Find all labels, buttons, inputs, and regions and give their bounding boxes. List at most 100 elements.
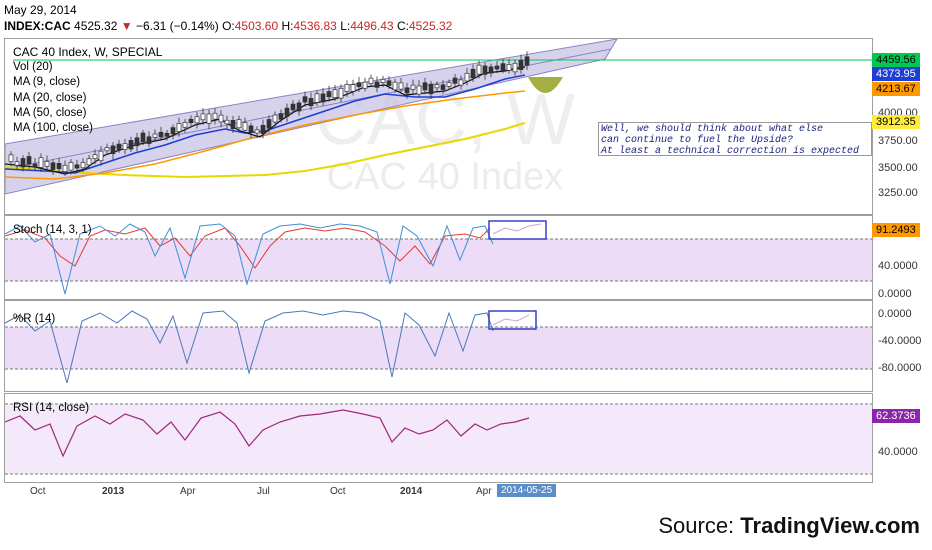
candle-body (434, 84, 440, 89)
candle-body (98, 150, 104, 162)
candle-body (440, 84, 446, 90)
candle-body (164, 132, 170, 137)
candle-body (494, 65, 500, 70)
candle-body (308, 98, 314, 107)
time-tick: Jul (257, 486, 270, 497)
candle-body (110, 145, 116, 155)
candle-body (56, 163, 62, 170)
candle-body (182, 122, 188, 128)
low-value: 4496.43 (350, 19, 394, 33)
open-value: 4503.60 (234, 19, 279, 33)
time-tick: 2014 (400, 486, 423, 497)
candle-body (458, 79, 464, 86)
candle-body (248, 125, 254, 133)
price-change: −6.31 (−0.14%) (135, 19, 219, 33)
candle-body (410, 84, 416, 90)
candle-body (134, 137, 140, 147)
stoch-band (5, 239, 872, 281)
candle-body (464, 72, 470, 82)
scale-label: 3250.00 (878, 187, 918, 199)
candle-body (524, 56, 530, 66)
pane-title[interactable]: CAC 40 Index, W, SPECIAL (13, 45, 163, 59)
quote-line: INDEX:CAC 4525.32 ▼ −6.31 (−0.14%) O:450… (4, 19, 452, 33)
legend-ma100[interactable]: MA (100, close) (13, 122, 93, 135)
candle-body (200, 113, 206, 121)
candle-body (44, 160, 50, 167)
open-label: O: (222, 19, 235, 33)
stoch-scale[interactable]: 40.0000 0.0000 (872, 215, 928, 300)
source-brand[interactable]: TradingView.com (740, 513, 920, 538)
stoch-pane[interactable]: Stoch (14, 3, 1) (4, 215, 873, 300)
note-line: Well, we should think about what else (601, 124, 824, 135)
candle-body (140, 132, 146, 143)
projection-arc (528, 77, 563, 93)
candle-body (260, 124, 266, 134)
candle-body (314, 93, 320, 103)
candle-body (290, 103, 296, 111)
candle-body (302, 96, 308, 103)
candle-body (194, 116, 200, 124)
candle-body (470, 68, 476, 79)
stoch-projection (492, 223, 542, 235)
candle-body (254, 129, 260, 134)
candle-body (20, 158, 26, 168)
price-legend: CAC 40 Index, W, SPECIAL Vol (20) MA (9,… (13, 45, 162, 136)
tag-last-close: 4459.56 (872, 53, 920, 67)
candle-body (62, 164, 68, 172)
legend-ma50[interactable]: MA (50, close) (13, 106, 87, 119)
candle-body (218, 114, 224, 123)
wr-scale[interactable]: 0.0000 -40.0000 -80.0000 (872, 300, 928, 390)
candle-body (86, 158, 92, 166)
legend-ma20[interactable]: MA (20, close) (13, 91, 87, 104)
candle-body (146, 136, 152, 144)
wr-pane[interactable]: %R (14) (4, 300, 873, 392)
legend-vol[interactable]: Vol (20) (13, 61, 53, 74)
wr-line (5, 310, 494, 384)
stoch-d-line (5, 227, 491, 269)
candle-body (236, 119, 242, 129)
candle-body (272, 114, 278, 123)
scale-label: -80.0000 (878, 362, 922, 374)
wr-highlight-box[interactable] (488, 310, 537, 330)
candle-body (26, 156, 32, 165)
candle-body (404, 87, 410, 94)
ma100-line (5, 122, 526, 179)
symbol[interactable]: INDEX:CAC (4, 19, 71, 33)
candle-body (68, 162, 74, 171)
candle-body (38, 157, 44, 168)
rsi-title[interactable]: RSI (14, close) (13, 402, 90, 414)
candle-body (512, 62, 518, 73)
price-chart: CAC, W CAC 40 Index (5, 39, 872, 198)
candle-body (482, 65, 488, 75)
candle-body (386, 80, 392, 86)
candle-body (176, 123, 182, 132)
rsi-line (5, 409, 530, 458)
rsi-band (5, 404, 872, 474)
candle-body (320, 93, 326, 103)
analyst-note[interactable]: Well, we should think about what else ca… (598, 122, 872, 156)
candle-body (158, 131, 164, 138)
candle-body (122, 143, 128, 151)
rsi-scale[interactable]: 40.0000 (872, 393, 928, 481)
stoch-title[interactable]: Stoch (14, 3, 1) (13, 224, 92, 236)
close-label: C: (396, 19, 409, 33)
scale-label: 0.0000 (878, 308, 912, 320)
price-scale[interactable]: 4000.00 3750.00 3500.00 3250.00 (872, 38, 928, 213)
time-tick: Oct (30, 486, 46, 497)
candle-body (170, 127, 176, 135)
legend-ma9[interactable]: MA (9, close) (13, 76, 81, 89)
source-prefix: Source: (658, 513, 741, 538)
tag-stoch: 91.2493 (872, 223, 920, 237)
candle-body (416, 85, 422, 95)
rsi-pane[interactable]: RSI (14, close) (4, 393, 873, 483)
ma9-line (5, 66, 526, 175)
candle-body (374, 81, 380, 88)
wr-title[interactable]: %R (14) (13, 313, 56, 325)
candle-body (188, 118, 194, 124)
candle-body (212, 112, 218, 120)
candle-body (476, 64, 482, 75)
stoch-highlight-box[interactable] (488, 220, 547, 240)
note-line: can continue to fuel the Upside? (601, 135, 794, 146)
time-axis[interactable] (4, 481, 871, 497)
candle-body (92, 154, 98, 159)
